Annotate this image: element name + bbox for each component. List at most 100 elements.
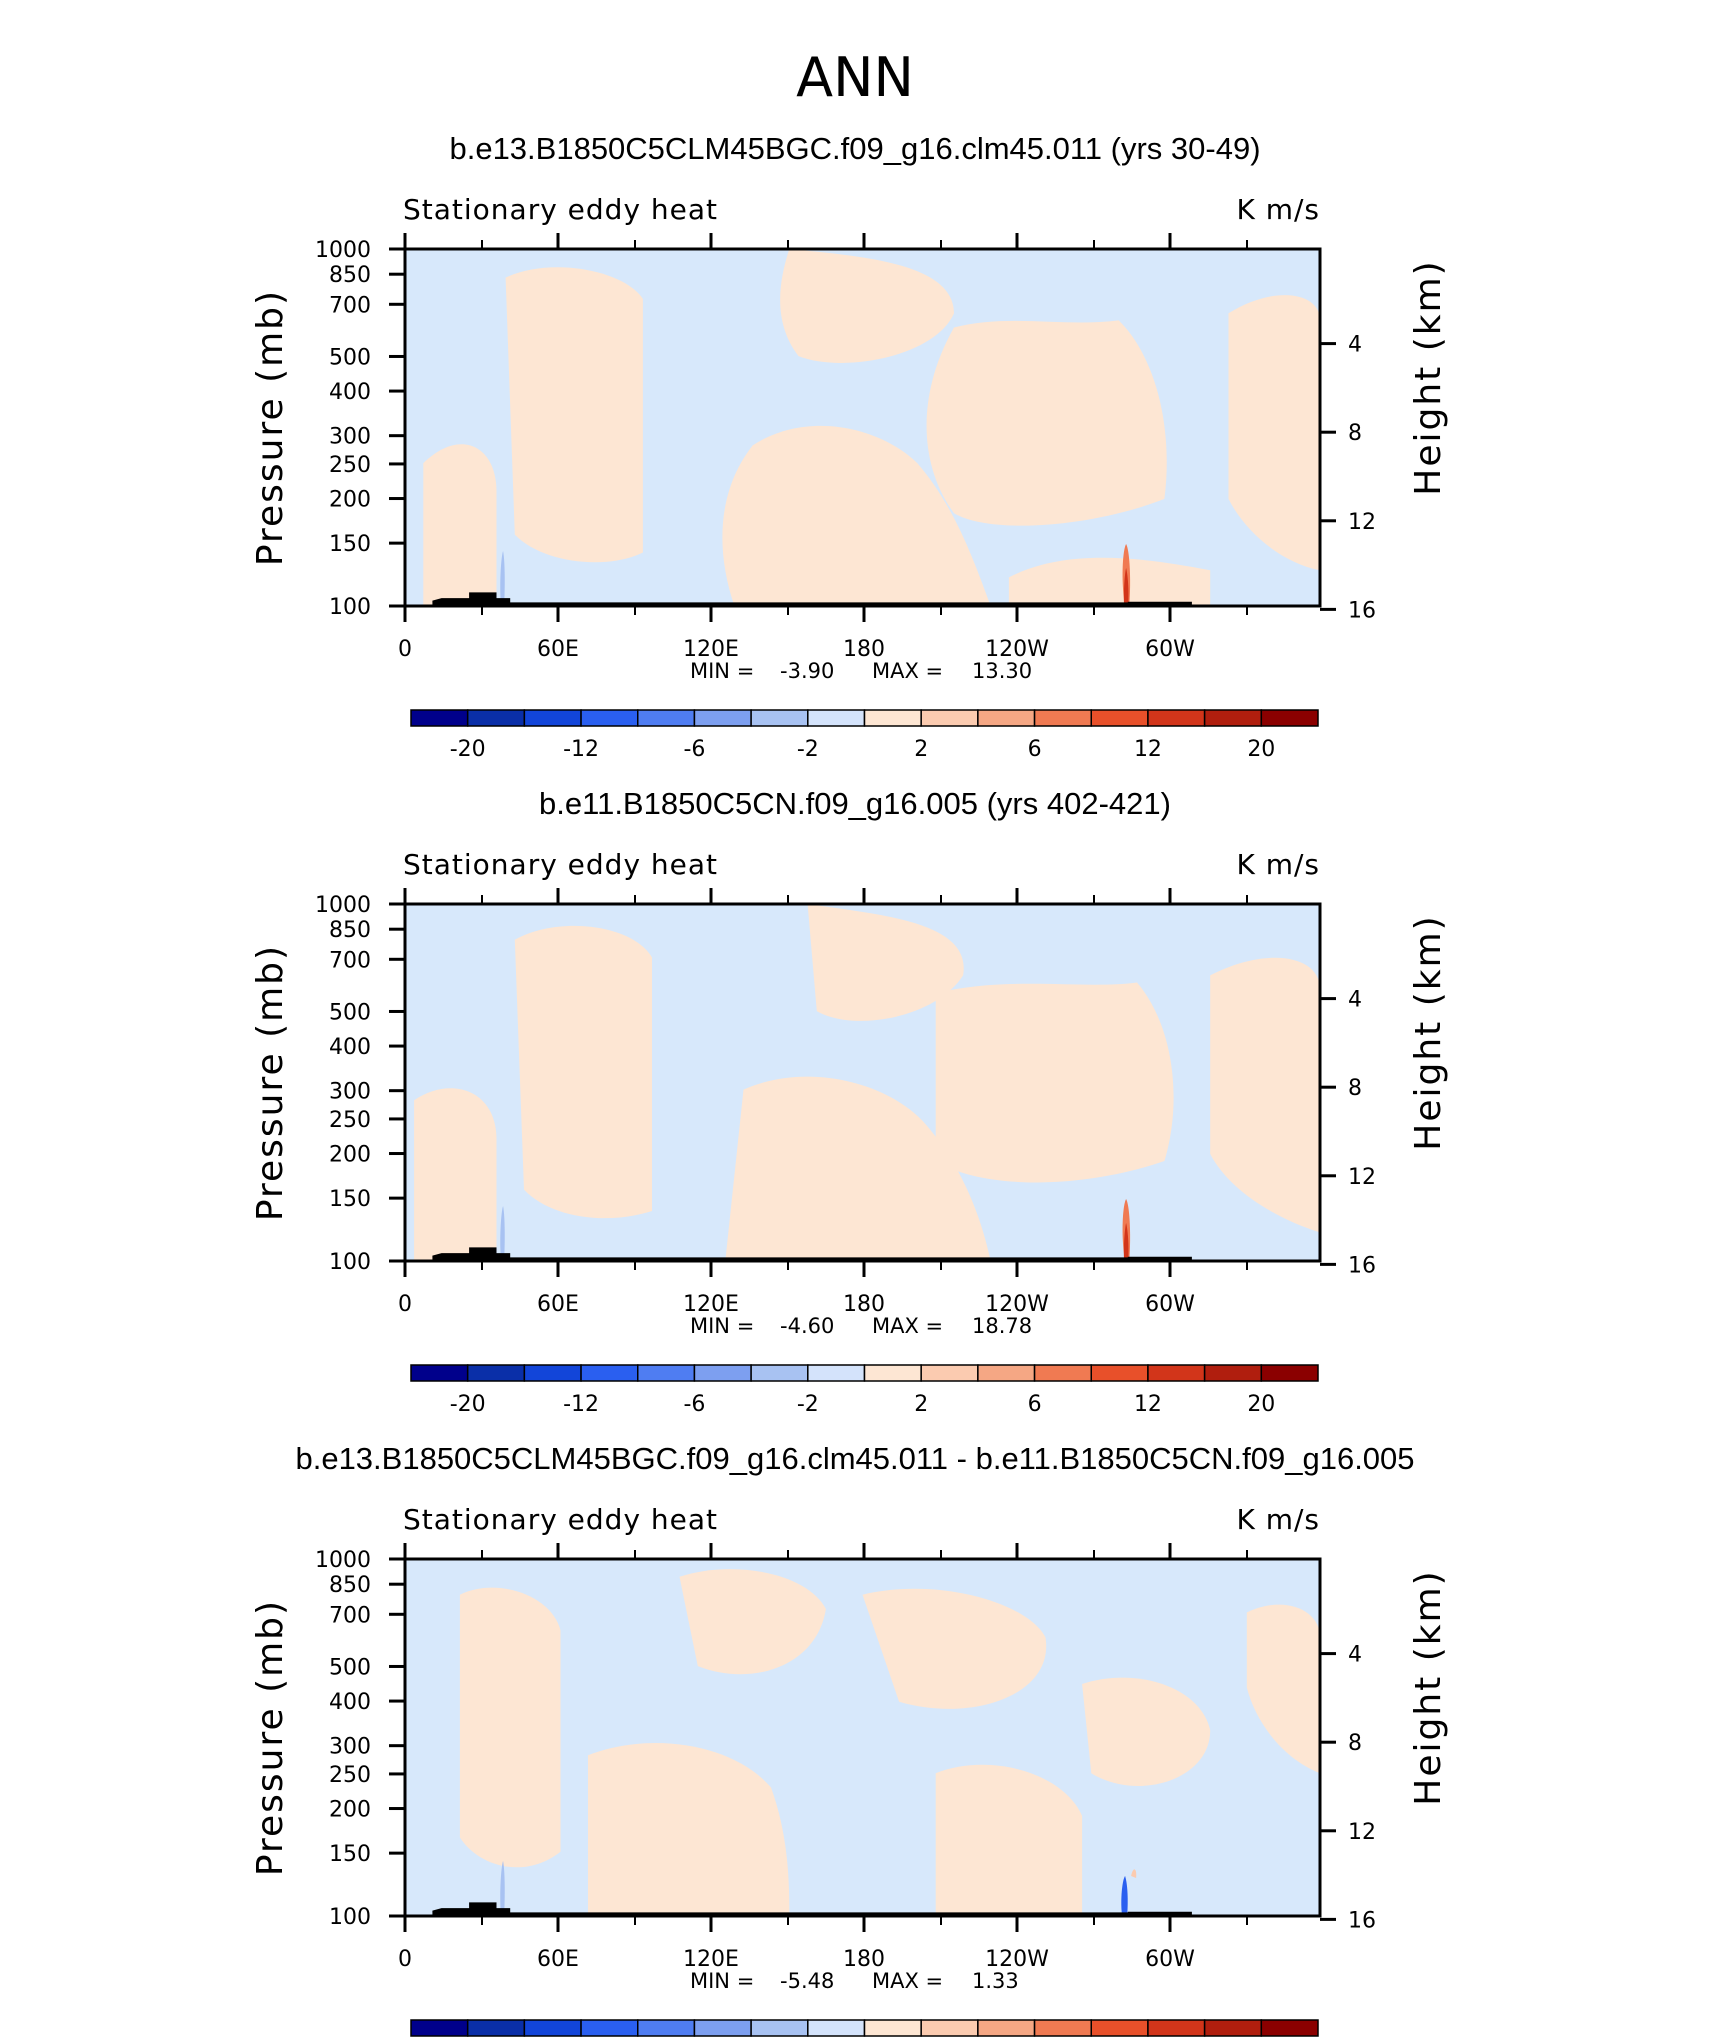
colorbar-box <box>807 2019 866 2037</box>
colorbar-box <box>1033 709 1092 727</box>
min-value: -3.90 <box>780 659 834 683</box>
colorbar-box <box>920 2019 979 2037</box>
y-tick-label: 500 <box>329 1000 371 1025</box>
colorbar-box <box>523 2019 582 2037</box>
x-tick-label: 120W <box>985 637 1049 662</box>
positive-region-5 <box>1210 957 1320 1233</box>
min-label: MIN = <box>690 1314 754 1338</box>
colorbar-box <box>523 709 582 727</box>
max-label: MAX = <box>872 659 943 683</box>
colorbar-box <box>863 2019 922 2037</box>
max-label: MAX = <box>872 1314 943 1338</box>
positive-region-2 <box>807 904 964 1021</box>
variable-label: Stationary eddy heat <box>403 193 718 226</box>
surface-warm-core <box>1123 1223 1129 1261</box>
x-tick-label: 180 <box>843 1947 885 1972</box>
colorbar-box <box>1090 2019 1149 2037</box>
positive-region-4 <box>725 1076 991 1261</box>
colorbar-box <box>523 1364 582 1382</box>
y-tick-label: 100 <box>329 1905 371 1930</box>
colorbar-label: -20 <box>450 1392 486 1417</box>
colorbar-label: -6 <box>683 1392 705 1417</box>
colorbar-label: 20 <box>1247 737 1275 762</box>
colorbar-box <box>1260 1364 1319 1382</box>
colorbar-box <box>580 1364 639 1382</box>
y-axis-title: Pressure (mb) <box>250 1599 291 1876</box>
y-tick-label: 850 <box>329 263 371 288</box>
colorbar-box <box>637 1364 696 1382</box>
positive-region-7 <box>1008 557 1211 606</box>
colorbar-label: -2 <box>797 1392 819 1417</box>
x-tick-label: 120E <box>683 1947 739 1972</box>
max-value: 13.30 <box>972 659 1032 683</box>
colorbar-label: -12 <box>563 737 599 762</box>
y2-tick-label: 8 <box>1348 1731 1362 1756</box>
y2-tick-label: 4 <box>1348 333 1362 358</box>
y2-tick-label: 8 <box>1348 1076 1362 1101</box>
surface-cool-streak <box>500 1206 505 1261</box>
colorbar-label: -12 <box>563 1392 599 1417</box>
positive-region-1 <box>505 267 643 563</box>
max-value: 1.33 <box>972 1969 1019 1993</box>
x-tick-label: 0 <box>398 1292 412 1317</box>
colorbar-box <box>807 1364 866 1382</box>
colorbar-box <box>1090 1364 1149 1382</box>
variable-label: Stationary eddy heat <box>403 1503 718 1536</box>
x-tick-label: 120W <box>985 1947 1049 1972</box>
y2-tick-label: 16 <box>1348 598 1376 623</box>
min-label: MIN = <box>690 659 754 683</box>
x-tick-label: 180 <box>843 637 885 662</box>
y2-tick-label: 4 <box>1348 1643 1362 1668</box>
x-tick-label: 180 <box>843 1292 885 1317</box>
surface-cool-streak <box>500 1861 505 1916</box>
y-tick-label: 100 <box>329 595 371 620</box>
x-tick-label: 120E <box>683 637 739 662</box>
chart-panel-3: b.e13.B1850C5CLM45BGC.f09_g16.clm45.011 … <box>250 1441 1449 2037</box>
y2-axis-title: Height (km) <box>1408 1569 1449 1805</box>
orography <box>432 592 1192 606</box>
surface-warm-core <box>1123 568 1129 606</box>
colorbar-label: -6 <box>683 737 705 762</box>
y2-tick-label: 12 <box>1348 1820 1376 1845</box>
colorbar-box <box>410 709 469 727</box>
y-tick-label: 1000 <box>315 893 371 918</box>
colorbar-box <box>1033 2019 1092 2037</box>
surface-cool-spike <box>1121 1876 1128 1916</box>
colorbar-box <box>920 709 979 727</box>
colorbar-box <box>1260 709 1319 727</box>
min-label: MIN = <box>690 1969 754 1993</box>
y-tick-label: 150 <box>329 1842 371 1867</box>
x-tick-label: 60W <box>1145 637 1195 662</box>
orography <box>432 1247 1192 1261</box>
x-tick-label: 120W <box>985 1292 1049 1317</box>
positive-region-2 <box>679 1569 826 1675</box>
colorbar-label: -2 <box>797 737 819 762</box>
surface-warm-spot <box>1131 1869 1137 1878</box>
colorbar-box <box>1203 709 1263 727</box>
colorbar-box <box>750 709 809 727</box>
colorbar-box <box>977 709 1036 727</box>
colorbar-box <box>1260 2019 1319 2037</box>
positive-region-6 <box>935 1764 1083 1916</box>
y2-tick-label: 16 <box>1348 1908 1376 1933</box>
y-axis-title: Pressure (mb) <box>250 289 291 566</box>
colorbar-box <box>637 709 696 727</box>
y-tick-label: 400 <box>329 1690 371 1715</box>
contour-field <box>405 249 1320 606</box>
positive-region-6 <box>414 1088 497 1261</box>
surface-cool-streak <box>500 551 505 606</box>
positive-region-3 <box>862 1588 1047 1709</box>
y2-axis-title: Height (km) <box>1408 259 1449 495</box>
y2-tick-label: 8 <box>1348 421 1362 446</box>
figure-title: ANN <box>796 46 914 109</box>
colorbar-box <box>920 1364 979 1382</box>
x-tick-label: 0 <box>398 637 412 662</box>
y-tick-label: 250 <box>329 453 371 478</box>
y-tick-label: 200 <box>329 488 371 513</box>
positive-region-4 <box>1082 1677 1211 1787</box>
colorbar-box <box>466 1364 526 1382</box>
colorbar-box <box>863 709 922 727</box>
y-tick-label: 500 <box>329 1655 371 1680</box>
x-tick-label: 60E <box>537 637 579 662</box>
colorbar-label: -20 <box>450 737 486 762</box>
